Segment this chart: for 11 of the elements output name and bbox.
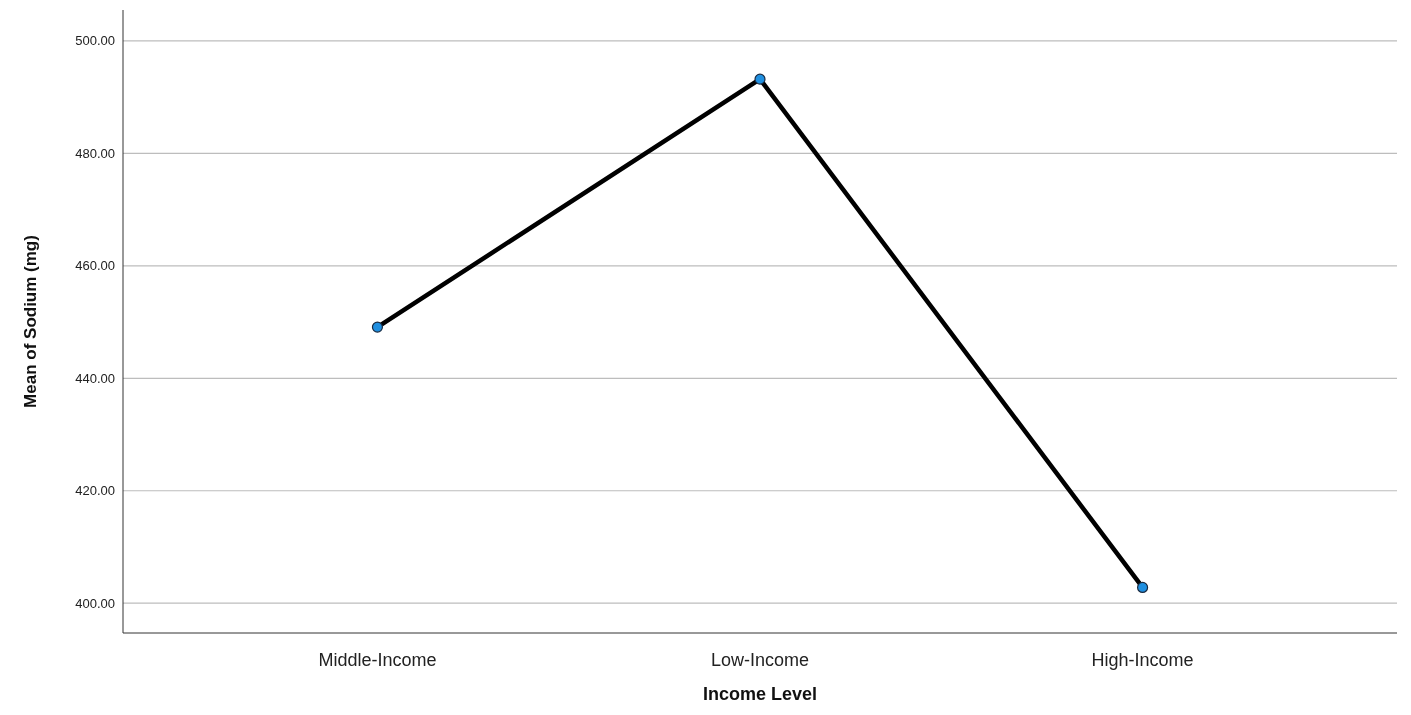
x-axis-title: Income Level [702, 684, 818, 704]
y-tick-label: 420.00 [75, 483, 115, 499]
x-tick-label: Low-Income [710, 650, 810, 670]
y-tick-label: 500.00 [75, 33, 115, 49]
y-tick-label: 440.00 [75, 370, 115, 386]
y-tick-label: 460.00 [75, 258, 115, 274]
y-axis-title: Mean of Sodium (mg) [21, 235, 40, 408]
x-tick-label: High-Income [1091, 650, 1194, 670]
y-tick-label: 480.00 [75, 145, 115, 161]
x-tick-label: Middle-Income [318, 650, 437, 670]
y-tick-label: 400.00 [75, 595, 115, 611]
